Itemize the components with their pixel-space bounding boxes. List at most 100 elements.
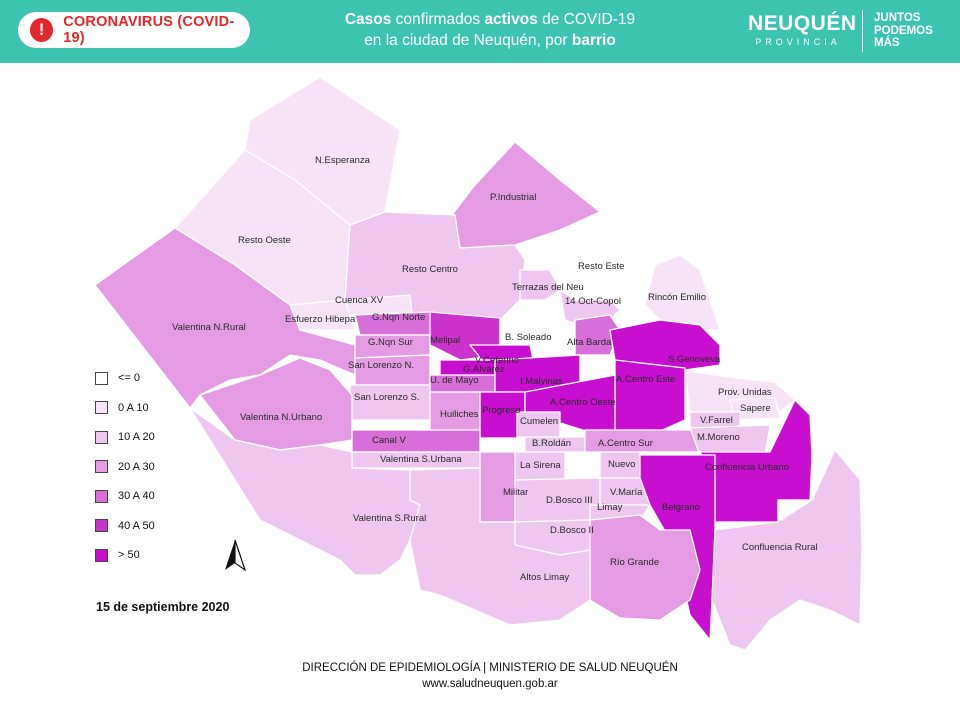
region-esfuerzo [289, 299, 356, 331]
label-esfuerzo-hibepa: Esfuerzo Hibepa [285, 314, 356, 325]
legend-swatch [95, 401, 108, 414]
label-limay: Limay [597, 502, 623, 513]
legend-item: 20 A 30 [95, 459, 215, 475]
label-canal-v: Canal V [372, 435, 406, 446]
region-a-centro-este [614, 359, 686, 441]
label-valentina-n-urbano: Valentina N.Urbano [240, 412, 322, 423]
label-cuenca-xv: Cuenca XV [335, 295, 384, 306]
date-label: 15 de septiembre 2020 [96, 600, 230, 614]
label-g-nqn-sur: G.Nqn Sur [368, 337, 413, 348]
label-i-malvinas: I.Malvinas [520, 376, 563, 387]
footer-ministry: DIRECCIÓN DE EPIDEMIOLOGÍA | MINISTERIO … [302, 662, 678, 674]
title-line2: en la ciudad de Neuquén, por [364, 32, 572, 49]
neighborhood-map: N.Esperanza Resto Oeste P.Industrial Resto … [94, 76, 863, 651]
legend-label: 30 A 40 [118, 490, 155, 502]
north-arrow-icon [225, 539, 247, 572]
label-v-farrel: V.Farrel [700, 415, 733, 426]
brand-name: NEUQUÉN [748, 12, 857, 35]
label-resto-este: Resto Este [578, 261, 624, 272]
label-p-industrial: P.Industrial [490, 192, 536, 203]
label-progreso: Progreso [482, 405, 521, 416]
label-la-sirena: La Sirena [520, 460, 561, 471]
region-b-soleado [499, 327, 556, 346]
map-regions [94, 76, 863, 651]
label-valentina-s-urbana: Valentina S.Urbana [380, 454, 462, 465]
title-text-2: de COVID-19 [537, 11, 636, 28]
slogan: JUNTOS PODEMOS MÁS [874, 12, 933, 49]
legend-item: 0 A 10 [95, 400, 215, 416]
label-u-de-mayo: U. de Mayo [430, 375, 479, 386]
badge-label: CORONAVIRUS (COVID-19) [63, 14, 235, 46]
label-v-ceferino: V.Ceferino [475, 355, 519, 366]
legend-swatch [95, 460, 108, 473]
legend-item: > 50 [95, 547, 215, 563]
header-bar: ! CORONAVIRUS (COVID-19) Casos confirmad… [0, 0, 960, 63]
legend-label: 40 A 50 [118, 519, 155, 532]
region-confluencia-rural [711, 449, 863, 651]
footer-url: www.saludneuquen.gob.ar [422, 678, 558, 690]
legend-label: <= 0 [118, 372, 141, 384]
label-d-bosco-ii: D.Bosco II [550, 525, 594, 536]
label-cumelen: Cumelen [520, 416, 558, 427]
legend-item: <= 0 [95, 370, 215, 386]
label-rincon-emilio: Rincón Emilio [648, 292, 706, 303]
title-bold-barrio: barrio [571, 32, 616, 49]
label-rio-grande: Río Grande [610, 557, 659, 568]
title-bold-activos: activos [484, 11, 538, 28]
label-militar: Militar [503, 487, 528, 498]
alert-circle-icon: ! [30, 18, 54, 42]
brand-subtitle: PROVINCIA [755, 37, 841, 47]
region-rio-grande [589, 514, 701, 621]
legend-item: 30 A 40 [95, 488, 215, 504]
label-valentina-n-rural: Valentina N.Rural [172, 322, 246, 333]
label-n-esperanza: N.Esperanza [315, 155, 371, 166]
label-g-nqn-norte: G.Nqn Norte [372, 312, 425, 323]
legend-swatch [95, 489, 108, 503]
legend-swatch [95, 430, 108, 444]
label-b-soleado: B. Soleado [505, 332, 551, 343]
coronavirus-badge: ! CORONAVIRUS (COVID-19) [18, 12, 250, 48]
label-a-centro-este: A.Centro Este [616, 374, 675, 385]
label-nuevo: Nuevo [608, 459, 635, 470]
label-terrazas-del-neu: Terrazas del Neu [512, 282, 584, 293]
label-huiliches: Huiliches [440, 409, 479, 420]
label-sapere: Sapere [740, 403, 771, 414]
legend-item: 10 A 20 [95, 429, 215, 445]
label-a-centro-oeste: A.Centro Oeste [550, 397, 615, 408]
legend-item: 40 A 50 [95, 518, 215, 534]
map-title: Casos confirmados activos de COVID-19 en… [300, 9, 680, 51]
brand-divider [862, 10, 863, 52]
region-altos-limay [409, 467, 591, 626]
label-b-roldan: B.Roldán [532, 438, 571, 449]
legend-label: 10 A 20 [118, 431, 155, 443]
footer: DIRECCIÓN DE EPIDEMIOLOGÍA | MINISTERIO … [240, 660, 740, 692]
label-confluencia-urbano: Confluencia Urbano [705, 462, 789, 473]
label-a-centro-sur: A.Centro Sur [598, 438, 653, 449]
label-san-lorenzo-s: San Lorenzo S. [354, 392, 420, 403]
label-prov-unidas: Prov. Unidas [718, 387, 772, 398]
title-text-1: confirmados [391, 11, 485, 28]
label-d-bosco-iii: D.Bosco III [546, 495, 592, 506]
label-g-alvarez: G.Alvarez [463, 364, 505, 375]
legend-swatch [95, 519, 108, 532]
label-altos-limay: Altos Limay [520, 572, 569, 583]
label-valentina-s-rural: Valentina S.Rural [353, 513, 426, 524]
title-bold-casos: Casos [344, 11, 392, 28]
neuquen-logo: NEUQUÉN PROVINCIA [748, 12, 857, 48]
label-melipal: Melipal [430, 335, 460, 346]
label-san-lorenzo-n: San Lorenzo N. [348, 360, 414, 371]
label-belgrano: Belgrano [662, 502, 700, 513]
legend-label: > 50 [118, 549, 140, 561]
label-m-moreno: M.Moreno [697, 432, 740, 443]
label-14-oct-copol: 14 Oct-Copol [565, 296, 621, 307]
label-resto-oeste: Resto Oeste [238, 235, 291, 246]
map-labels: N.Esperanza Resto Oeste P.Industrial Resto … [172, 155, 818, 583]
legend-swatch [95, 371, 108, 385]
label-confluencia-rural: Confluencia Rural [742, 542, 818, 553]
legend-label: 20 A 30 [118, 460, 155, 473]
label-v-maria: V.María [610, 487, 643, 498]
region-terrazas [519, 269, 561, 301]
legend-label: 0 A 10 [118, 401, 149, 414]
label-alta-barda: Alta Barda [567, 337, 612, 348]
legend-swatch [95, 548, 108, 562]
